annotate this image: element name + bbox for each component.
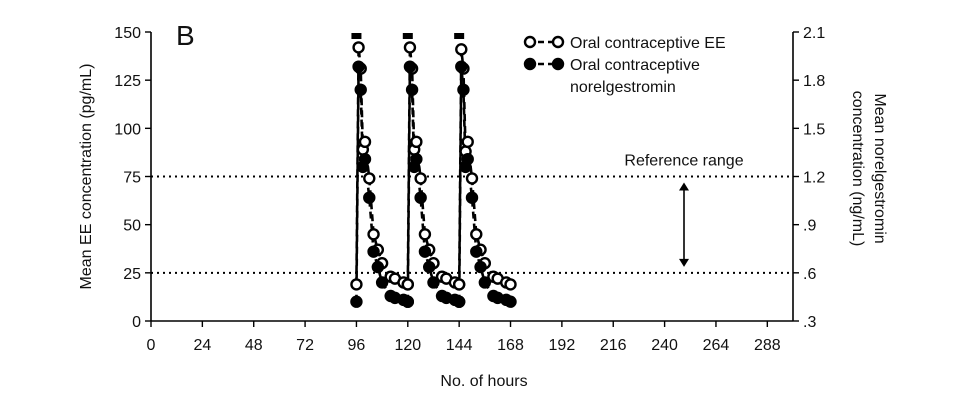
ee-point <box>470 228 483 241</box>
norelgestromin-point <box>470 245 483 258</box>
ee-point <box>410 135 423 149</box>
x-axis-label: No. of hours <box>440 373 527 390</box>
y-left-tick-label: 25 <box>123 266 141 283</box>
ee-point <box>504 278 517 291</box>
legend-marker <box>551 35 565 49</box>
x-tick-label: 144 <box>446 337 473 354</box>
norelgestromin-point <box>461 152 474 166</box>
norelgestromin-point <box>504 295 517 308</box>
y-left-tick-label: 50 <box>123 218 141 235</box>
ee-point <box>367 228 380 241</box>
y-right-tick-label: .3 <box>803 314 816 331</box>
legend-label: norelgestromin <box>570 79 676 96</box>
y-left-tick-label: 150 <box>114 25 141 42</box>
norelgestromin-point <box>457 83 470 97</box>
ee-point <box>358 135 372 149</box>
ee-point <box>461 135 474 149</box>
reference-arrow-head-bottom <box>679 258 689 267</box>
norelgestromin-point <box>405 83 419 97</box>
ee-point <box>401 278 414 291</box>
ee-point <box>352 41 365 54</box>
y-axis-left-label: Mean EE concentration (pg/mL) <box>78 64 95 290</box>
ee-point <box>350 278 363 291</box>
ee-point <box>403 41 417 54</box>
x-tick-label: 168 <box>497 337 524 354</box>
norelgestromin-point <box>354 83 367 97</box>
reference-arrow-head-top <box>679 182 689 191</box>
x-tick-label: 288 <box>754 337 781 354</box>
chart-labels: B No. of hours Mean EE concentration (pg/m… <box>78 20 888 390</box>
x-tick-label: 48 <box>245 337 263 354</box>
ee-point <box>418 228 432 241</box>
y-right-tick-label: .9 <box>803 218 816 235</box>
y-left-tick-label: 0 <box>132 314 141 331</box>
axes-group: 0 24 48 72 96 120 144 168 192 216 240 264 288 0 25 50 75… <box>114 25 825 354</box>
dosing-marker <box>402 33 413 39</box>
legend-label: Oral contraceptive <box>570 57 700 74</box>
legend-marker <box>551 57 565 71</box>
x-tick-label: 216 <box>600 337 627 354</box>
legend: Oral contraceptive EE Oral contraceptive n… <box>523 35 726 96</box>
y-left-tick-label: 125 <box>114 73 141 90</box>
norelgestromin-point <box>403 60 417 73</box>
x-tick-label: 192 <box>549 337 576 354</box>
norelgestromin-point <box>414 191 427 204</box>
dosing-marker <box>351 33 362 39</box>
x-tick-label: 72 <box>296 337 314 354</box>
reference-range-label: Reference range <box>624 153 743 170</box>
x-tick-label: 96 <box>348 337 366 354</box>
y-right-tick-label: .6 <box>803 266 816 283</box>
norelgestromin-point <box>363 191 376 204</box>
ee-point <box>363 172 376 185</box>
norelgestromin-point <box>367 245 380 258</box>
legend-marker <box>523 35 537 49</box>
y-left-tick-label: 75 <box>123 170 141 187</box>
x-tick-label: 0 <box>147 337 156 354</box>
norelgestromin-point <box>375 276 389 289</box>
y-axis-right-label: Mean norelgestromin <box>871 93 888 243</box>
norelgestromin-point <box>455 60 468 73</box>
norelgestromin-point <box>465 191 479 204</box>
ee-point <box>455 43 468 56</box>
norelgestromin-point <box>358 152 372 166</box>
norelgestromin-point <box>423 260 436 274</box>
legend-label: Oral contraceptive EE <box>570 35 726 52</box>
dosing-marker <box>454 33 465 39</box>
norelgestromin-point <box>352 60 365 73</box>
legend-marker <box>523 57 537 71</box>
reference-lines: Reference range <box>151 33 793 274</box>
norelgestromin-point <box>410 152 423 166</box>
norelgestromin-point <box>371 260 385 274</box>
y-axis-right-label: concentration (ng/mL) <box>849 91 866 247</box>
norelgestromin-point <box>474 260 487 274</box>
norelgestromin-point <box>478 276 492 289</box>
x-tick-label: 24 <box>193 337 211 354</box>
ee-point <box>465 172 479 185</box>
norelgestromin-point <box>452 295 466 308</box>
x-tick-label: 240 <box>651 337 678 354</box>
ee-point <box>414 172 427 185</box>
y-right-tick-label: 2.1 <box>803 25 825 42</box>
panel-label: B <box>176 20 195 51</box>
x-tick-label: 264 <box>703 337 730 354</box>
y-right-tick-label: 1.5 <box>803 121 825 138</box>
norelgestromin-point <box>418 245 432 258</box>
y-right-tick-label: 1.2 <box>803 170 825 187</box>
norelgestromin-point <box>427 276 440 289</box>
y-left-tick-label: 100 <box>114 121 141 138</box>
ee-point <box>452 278 466 291</box>
y-right-tick-label: 1.8 <box>803 73 825 90</box>
norelgestromin-point <box>350 295 363 308</box>
series-points <box>350 41 517 308</box>
x-tick-label: 120 <box>394 337 421 354</box>
norelgestromin-point <box>401 295 414 308</box>
